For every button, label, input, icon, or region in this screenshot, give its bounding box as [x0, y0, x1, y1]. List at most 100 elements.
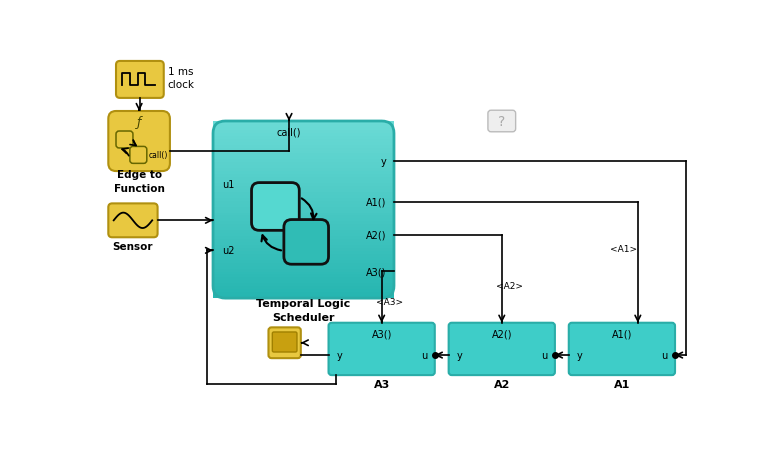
Bar	[213, 269, 394, 272]
Bar	[213, 128, 394, 131]
Bar	[213, 295, 394, 299]
FancyBboxPatch shape	[272, 332, 297, 352]
Bar	[213, 163, 394, 166]
Text: u: u	[661, 350, 667, 360]
Bar	[213, 166, 394, 169]
Bar	[213, 228, 394, 231]
Bar	[213, 225, 394, 228]
Text: A1: A1	[614, 379, 630, 389]
Text: A3(): A3()	[366, 267, 386, 276]
Bar	[213, 133, 394, 137]
Text: Sensor: Sensor	[113, 241, 153, 251]
Bar	[213, 272, 394, 275]
Text: y: y	[336, 350, 342, 360]
Bar	[213, 178, 394, 181]
Text: <A3>: <A3>	[376, 298, 403, 307]
Text: call(): call()	[148, 151, 168, 160]
Bar	[213, 284, 394, 287]
Bar	[213, 210, 394, 213]
Text: u1: u1	[222, 180, 235, 190]
FancyBboxPatch shape	[284, 220, 329, 265]
Text: A2: A2	[493, 379, 510, 389]
Bar	[213, 245, 394, 249]
Bar	[213, 263, 394, 266]
FancyBboxPatch shape	[269, 327, 301, 359]
FancyBboxPatch shape	[116, 62, 164, 99]
Bar	[213, 234, 394, 237]
Bar	[213, 239, 394, 243]
Bar	[213, 243, 394, 245]
Bar	[213, 251, 394, 254]
Text: A1(): A1()	[366, 198, 386, 207]
Bar	[213, 281, 394, 284]
Bar	[213, 181, 394, 184]
Bar	[213, 145, 394, 148]
Bar	[213, 124, 394, 128]
Bar	[213, 175, 394, 178]
Bar	[213, 219, 394, 222]
Text: ƒ: ƒ	[137, 116, 141, 129]
Bar	[213, 193, 394, 195]
Bar	[213, 293, 394, 295]
FancyBboxPatch shape	[116, 132, 133, 149]
Text: y: y	[381, 156, 386, 167]
Bar	[213, 139, 394, 143]
Text: <A2>: <A2>	[496, 281, 523, 290]
Bar	[213, 143, 394, 145]
Bar	[213, 275, 394, 278]
Text: y: y	[456, 350, 462, 360]
FancyBboxPatch shape	[488, 111, 516, 133]
Bar	[213, 169, 394, 172]
Bar	[213, 137, 394, 139]
Bar	[213, 278, 394, 281]
Bar	[213, 198, 394, 201]
FancyBboxPatch shape	[329, 323, 435, 375]
Bar	[213, 204, 394, 207]
Bar	[213, 222, 394, 225]
Bar	[213, 172, 394, 175]
Bar	[213, 249, 394, 251]
Bar	[213, 157, 394, 160]
Bar	[213, 187, 394, 189]
Text: A3(): A3()	[371, 329, 392, 339]
Text: u2: u2	[222, 246, 235, 256]
Bar	[213, 213, 394, 216]
Text: A2(): A2()	[366, 230, 386, 240]
Text: call(): call()	[277, 127, 301, 137]
Bar	[213, 266, 394, 269]
Bar	[213, 237, 394, 239]
Bar	[213, 290, 394, 293]
Bar	[213, 216, 394, 219]
Text: u: u	[541, 350, 547, 360]
FancyBboxPatch shape	[108, 112, 170, 172]
Bar	[213, 257, 394, 260]
Text: y: y	[577, 350, 582, 360]
Bar	[213, 154, 394, 157]
Text: Temporal Logic
Scheduler: Temporal Logic Scheduler	[256, 299, 350, 323]
Text: 1 ms
clock: 1 ms clock	[168, 67, 194, 90]
FancyBboxPatch shape	[130, 147, 147, 164]
Text: A3: A3	[374, 379, 390, 389]
Bar	[213, 184, 394, 187]
Bar	[213, 148, 394, 151]
Bar	[213, 122, 394, 124]
Bar	[213, 131, 394, 133]
Bar	[213, 231, 394, 234]
Bar	[213, 207, 394, 210]
Bar	[213, 189, 394, 193]
Text: A2(): A2()	[492, 329, 512, 339]
Bar	[213, 254, 394, 257]
Text: Edge to
Function: Edge to Function	[113, 170, 165, 193]
Bar	[213, 201, 394, 204]
Bar	[213, 160, 394, 163]
Bar	[213, 287, 394, 290]
Text: <A1>: <A1>	[611, 244, 638, 253]
Text: A1(): A1()	[611, 329, 632, 339]
Bar	[213, 260, 394, 263]
FancyBboxPatch shape	[569, 323, 675, 375]
Bar	[213, 195, 394, 198]
Text: u: u	[421, 350, 427, 360]
Bar	[213, 151, 394, 154]
FancyBboxPatch shape	[108, 204, 158, 238]
Text: ?: ?	[498, 115, 505, 129]
